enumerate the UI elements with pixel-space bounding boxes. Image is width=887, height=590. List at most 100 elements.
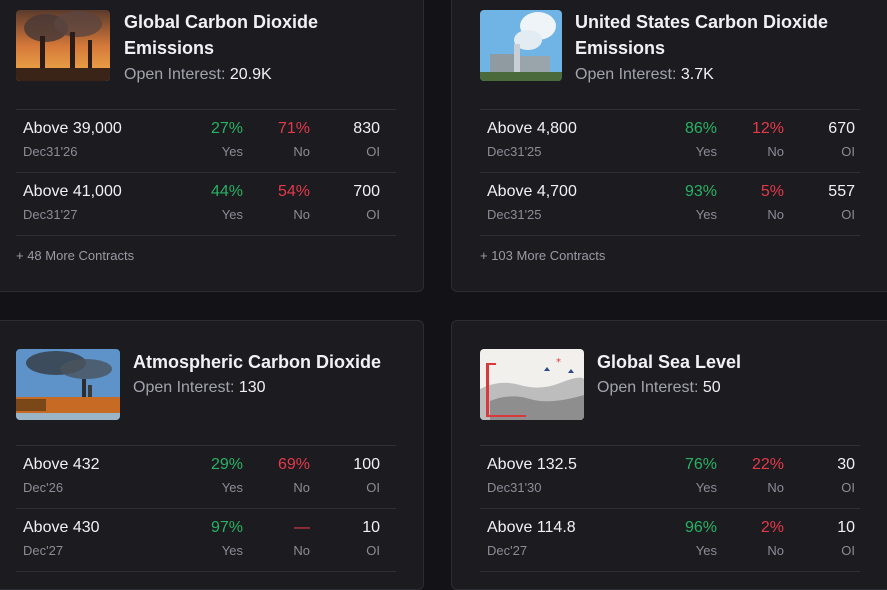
divider bbox=[16, 172, 396, 173]
no-price[interactable]: 54% bbox=[277, 183, 310, 200]
yes-price[interactable]: 44% bbox=[210, 183, 243, 200]
no-label: No bbox=[767, 480, 784, 495]
yes-price[interactable]: 29% bbox=[210, 456, 243, 473]
open-interest-value: 830 bbox=[353, 120, 380, 137]
market-title[interactable]: Global Sea Level bbox=[597, 352, 742, 372]
contract-label: Above 39,000 bbox=[23, 120, 122, 137]
market-card-sea-level[interactable]: * Global Sea Level Open Interest: 50 Abo… bbox=[451, 320, 887, 590]
no-label: No bbox=[767, 144, 784, 159]
contract-label: Above 132.5 bbox=[487, 456, 577, 473]
market-title[interactable]: Global Carbon Dioxide Emissions bbox=[124, 12, 319, 58]
contract-row[interactable]: Above 132.5 Dec31'30 76% Yes 22% No 30 O… bbox=[487, 446, 855, 508]
no-label: No bbox=[293, 480, 310, 495]
oi-label: OI bbox=[841, 207, 855, 222]
yes-label: Yes bbox=[695, 543, 717, 558]
contract-row[interactable]: Above 432 Dec'26 29% Yes 69% No 100 OI bbox=[23, 446, 391, 508]
more-contracts-link[interactable]: + 103 More Contracts bbox=[480, 248, 606, 263]
contract-label: Above 430 bbox=[23, 519, 100, 536]
svg-text:*: * bbox=[556, 357, 561, 368]
divider bbox=[480, 571, 860, 572]
yes-label: Yes bbox=[221, 207, 243, 222]
yes-label: Yes bbox=[695, 207, 717, 222]
oi-label: OI bbox=[841, 144, 855, 159]
open-interest-value: 30 bbox=[837, 456, 855, 473]
yes-price[interactable]: 96% bbox=[684, 519, 717, 536]
divider bbox=[480, 109, 860, 110]
yes-price[interactable]: 76% bbox=[684, 456, 717, 473]
contract-label: Above 114.8 bbox=[487, 519, 576, 536]
open-interest-value: 10 bbox=[837, 519, 855, 536]
divider bbox=[16, 445, 396, 446]
oi-label: OI bbox=[366, 144, 380, 159]
divider bbox=[16, 571, 396, 572]
no-price[interactable]: — bbox=[294, 519, 310, 536]
no-label: No bbox=[293, 207, 310, 222]
oi-label: OI bbox=[841, 543, 855, 558]
contract-row[interactable]: Above 430 Dec'27 97% Yes — No 10 OI bbox=[23, 509, 391, 571]
no-price[interactable]: 71% bbox=[277, 120, 310, 137]
factory-sky-image bbox=[480, 10, 562, 81]
contract-date: Dec31'27 bbox=[23, 207, 78, 222]
market-card-us-co2[interactable]: United States Carbon Dioxide Emissions Op… bbox=[451, 0, 887, 292]
no-price[interactable]: 2% bbox=[760, 519, 784, 536]
divider bbox=[16, 109, 396, 110]
divider bbox=[480, 235, 860, 236]
contract-date: Dec31'26 bbox=[23, 144, 78, 159]
open-interest-value: 700 bbox=[353, 183, 380, 200]
contract-date: Dec31'25 bbox=[487, 144, 542, 159]
contract-row[interactable]: Above 114.8 Dec'27 96% Yes 2% No 10 OI bbox=[487, 509, 855, 571]
open-interest: Open Interest: 130 bbox=[133, 379, 266, 396]
market-title[interactable]: Atmospheric Carbon Dioxide bbox=[133, 352, 382, 372]
yes-label: Yes bbox=[695, 480, 717, 495]
contract-row[interactable]: Above 39,000 Dec31'26 27% Yes 71% No 830… bbox=[23, 110, 391, 172]
yes-price[interactable]: 27% bbox=[210, 120, 243, 137]
contract-row[interactable]: Above 4,700 Dec31'25 93% Yes 5% No 557 O… bbox=[487, 173, 855, 235]
open-interest-value: 557 bbox=[828, 183, 855, 200]
yes-label: Yes bbox=[221, 543, 243, 558]
divider bbox=[480, 508, 860, 509]
contract-date: Dec'27 bbox=[23, 543, 64, 558]
sea-level-illustration-image: * bbox=[480, 349, 584, 420]
contract-row[interactable]: Above 41,000 Dec31'27 44% Yes 54% No 700… bbox=[23, 173, 391, 235]
more-contracts-link[interactable]: + 48 More Contracts bbox=[16, 248, 135, 263]
divider bbox=[16, 508, 396, 509]
divider bbox=[480, 172, 860, 173]
contract-row[interactable]: Above 4,800 Dec31'25 86% Yes 12% No 670 … bbox=[487, 110, 855, 172]
divider bbox=[480, 445, 860, 446]
market-card-atmospheric-co2[interactable]: Atmospheric Carbon Dioxide Open Interest… bbox=[0, 320, 424, 590]
contract-label: Above 432 bbox=[23, 456, 100, 473]
contract-date: Dec31'30 bbox=[487, 480, 542, 495]
oi-label: OI bbox=[841, 480, 855, 495]
contract-label: Above 4,800 bbox=[487, 120, 577, 137]
power-plant-forest-image bbox=[16, 349, 120, 420]
no-label: No bbox=[293, 543, 310, 558]
no-label: No bbox=[767, 207, 784, 222]
contract-label: Above 4,700 bbox=[487, 183, 577, 200]
no-price[interactable]: 5% bbox=[760, 183, 784, 200]
open-interest-value: 670 bbox=[828, 120, 855, 137]
divider bbox=[16, 235, 396, 236]
oi-label: OI bbox=[366, 207, 380, 222]
contract-date: Dec'27 bbox=[487, 543, 528, 558]
no-price[interactable]: 69% bbox=[277, 456, 310, 473]
smokestacks-sunset-image bbox=[16, 10, 110, 81]
no-label: No bbox=[767, 543, 784, 558]
contract-label: Above 41,000 bbox=[23, 183, 122, 200]
yes-price[interactable]: 93% bbox=[684, 183, 717, 200]
yes-label: Yes bbox=[221, 480, 243, 495]
open-interest-value: 100 bbox=[353, 456, 380, 473]
no-price[interactable]: 22% bbox=[751, 456, 784, 473]
open-interest: Open Interest: 50 bbox=[597, 379, 721, 396]
market-card-global-co2[interactable]: Global Carbon Dioxide Emissions Open Inte… bbox=[0, 0, 424, 292]
no-price[interactable]: 12% bbox=[751, 120, 784, 137]
yes-label: Yes bbox=[695, 144, 717, 159]
yes-price[interactable]: 97% bbox=[210, 519, 243, 536]
no-label: No bbox=[293, 144, 310, 159]
market-title[interactable]: United States Carbon Dioxide Emissions bbox=[575, 12, 829, 58]
oi-label: OI bbox=[366, 480, 380, 495]
open-interest-value: 10 bbox=[362, 519, 380, 536]
open-interest: Open Interest: 3.7K bbox=[575, 66, 714, 83]
contract-date: Dec31'25 bbox=[487, 207, 542, 222]
yes-price[interactable]: 86% bbox=[684, 120, 717, 137]
open-interest: Open Interest: 20.9K bbox=[124, 66, 272, 83]
